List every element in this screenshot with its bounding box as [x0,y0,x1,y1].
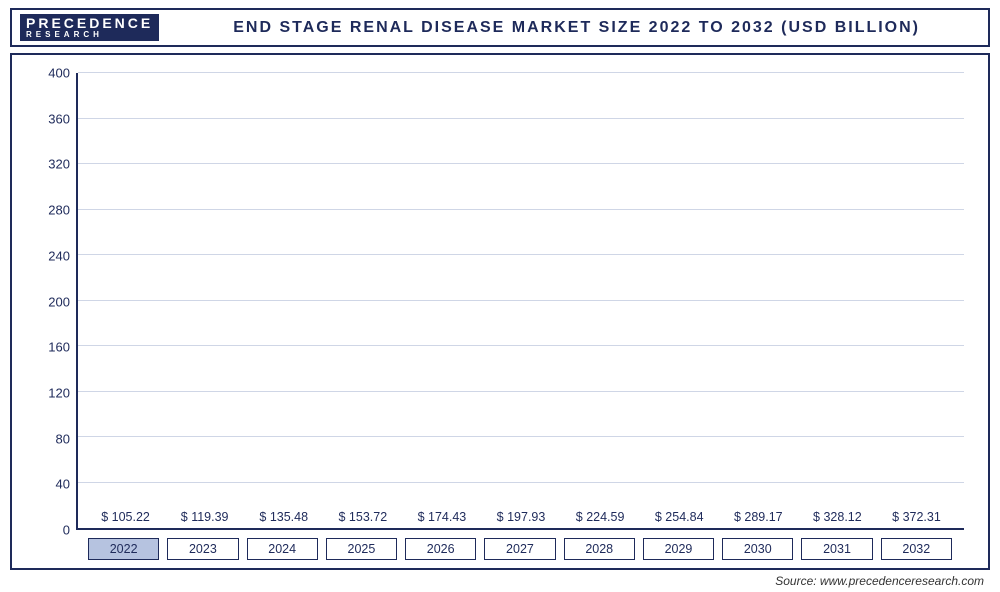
bar-value-label: $ 197.93 [497,510,546,524]
grid-line [78,436,964,437]
x-tick-2031: 2031 [801,538,872,560]
bar-2032: $ 372.31 [881,510,952,528]
chart-container: 04080120160200240280320360400 $ 105.22$ … [10,53,990,570]
source-attribution: Source: www.precedenceresearch.com [10,570,990,588]
x-tick-2029: 2029 [643,538,714,560]
x-tick-2028: 2028 [564,538,635,560]
bar-2029: $ 254.84 [644,510,715,528]
grid-line [78,254,964,255]
bar-2027: $ 197.93 [485,510,556,528]
x-tick-2024: 2024 [247,538,318,560]
bar-2025: $ 153.72 [327,510,398,528]
x-tick-2027: 2027 [484,538,555,560]
y-tick-label: 400 [48,66,70,81]
y-tick-label: 360 [48,111,70,126]
grid-line [78,345,964,346]
bar-value-label: $ 119.39 [181,510,229,524]
bar-2026: $ 174.43 [406,510,477,528]
logo-line1: PRECEDENCE [26,15,153,31]
y-tick-label: 0 [63,523,70,538]
grid-line [78,209,964,210]
bar-value-label: $ 328.12 [813,510,862,524]
x-tick-2030: 2030 [722,538,793,560]
bar-value-label: $ 289.17 [734,510,783,524]
bar-2031: $ 328.12 [802,510,873,528]
bar-2028: $ 224.59 [565,510,636,528]
logo-line2: RESEARCH [26,31,153,39]
brand-logo: PRECEDENCE RESEARCH [20,14,159,41]
x-tick-2022: 2022 [88,538,159,560]
y-tick-label: 280 [48,203,70,218]
bar-value-label: $ 174.43 [418,510,467,524]
bar-2024: $ 135.48 [248,510,319,528]
x-tick-2025: 2025 [326,538,397,560]
y-axis: 04080120160200240280320360400 [36,73,76,530]
grid-line [78,118,964,119]
bar-value-label: $ 224.59 [576,510,625,524]
bar-2030: $ 289.17 [723,510,794,528]
bar-2022: $ 105.22 [90,510,161,528]
y-tick-label: 120 [48,385,70,400]
grid-line [78,482,964,483]
grid-line [78,163,964,164]
grid-line [78,300,964,301]
x-tick-2026: 2026 [405,538,476,560]
x-tick-2032: 2032 [881,538,952,560]
bar-2023: $ 119.39 [169,510,240,528]
y-tick-label: 80 [56,431,70,446]
chart-header: PRECEDENCE RESEARCH END STAGE RENAL DISE… [10,8,990,47]
plot-region: 04080120160200240280320360400 $ 105.22$ … [36,73,964,530]
y-tick-label: 160 [48,340,70,355]
y-tick-label: 320 [48,157,70,172]
bar-value-label: $ 135.48 [259,510,308,524]
bar-value-label: $ 105.22 [101,510,150,524]
y-tick-label: 40 [56,477,70,492]
x-axis: 2022 2023 2024 2025 2026 2027 2028 2029 2030 2031… [36,530,964,560]
x-tick-2023: 2023 [167,538,238,560]
chart-title: END STAGE RENAL DISEASE MARKET SIZE 2022… [173,19,980,37]
y-tick-label: 200 [48,294,70,309]
bar-value-label: $ 372.31 [892,510,941,524]
grid-line [78,72,964,73]
bar-value-label: $ 153.72 [338,510,387,524]
grid-line [78,391,964,392]
bar-value-label: $ 254.84 [655,510,704,524]
y-tick-label: 240 [48,248,70,263]
plot-area: $ 105.22 $ 119.39 $ 135.48 $ 153.72 $ 174.43… [76,73,964,530]
